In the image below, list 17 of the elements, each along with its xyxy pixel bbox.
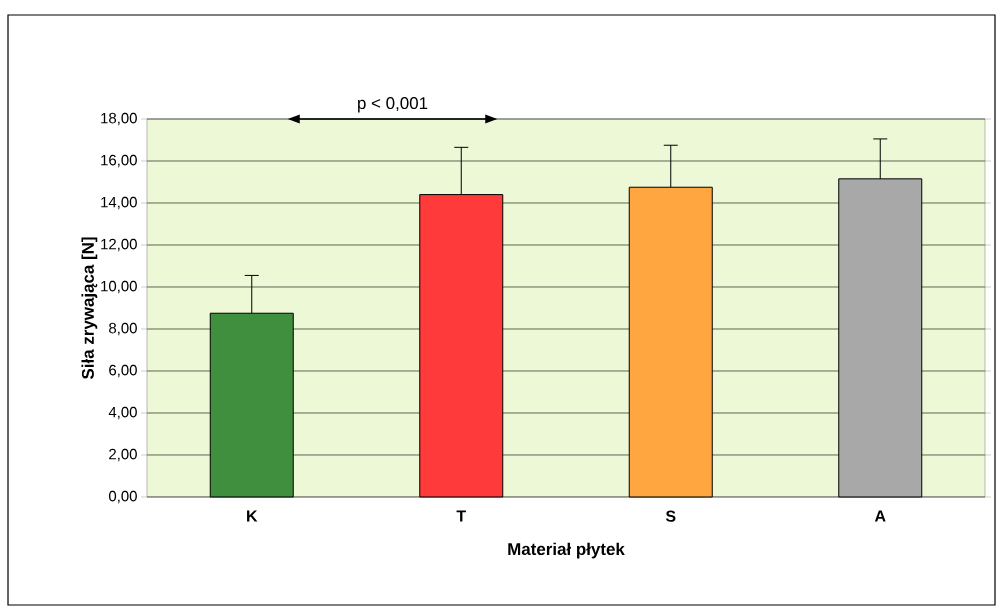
x-tick-label: K	[247, 510, 258, 522]
y-tick-label: 6,00	[109, 364, 137, 378]
y-tick-label: 2,00	[109, 448, 137, 462]
y-tick-label: 18,00	[101, 112, 137, 126]
x-axis-title: Materiał płytek	[508, 542, 625, 559]
x-tick-label: T	[456, 510, 466, 522]
x-tick-label: S	[665, 510, 676, 522]
y-tick-label: 8,00	[109, 322, 137, 336]
y-tick-label: 10,00	[101, 280, 137, 294]
y-tick-label: 0,00	[108, 490, 137, 504]
y-axis-title: Siła zrywająca [N]	[81, 237, 98, 380]
y-tick-label: 14,00	[101, 196, 137, 210]
y-tick-label: 4,00	[108, 406, 137, 420]
text: p < 0,001	[358, 97, 428, 113]
x-tick-label: A	[874, 510, 886, 522]
y-tick-label: 16,00	[101, 154, 137, 168]
y-tick-label: 12,00	[101, 238, 137, 252]
